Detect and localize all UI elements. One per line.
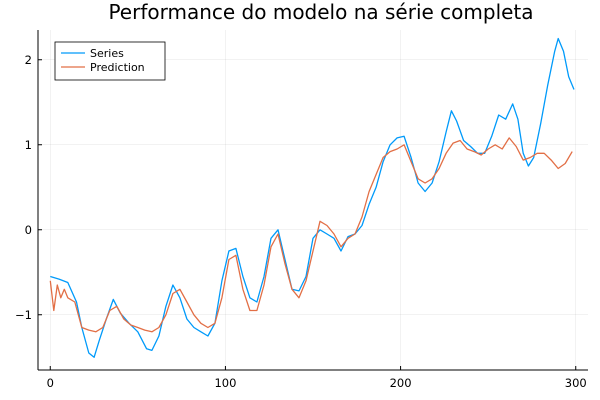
y-tick-label: 1 — [25, 138, 32, 152]
y-tick-label: 2 — [25, 53, 32, 67]
x-tick-label: 0 — [47, 376, 54, 390]
x-ticks: 0 100 200 300 — [47, 366, 587, 390]
grid — [38, 30, 588, 370]
series-line-prediction — [49, 137, 573, 333]
y-tick-label: −1 — [15, 308, 32, 322]
x-tick-label: 100 — [214, 376, 236, 390]
y-tick-label: 0 — [25, 223, 32, 237]
legend-label: Prediction — [90, 61, 145, 74]
series-group — [49, 37, 575, 358]
chart-title: Performance do modelo na série completa — [108, 0, 533, 24]
x-tick-label: 300 — [565, 376, 587, 390]
series-line-series — [50, 37, 575, 358]
legend-box — [54, 41, 166, 81]
y-ticks: −1 0 1 2 — [15, 53, 42, 322]
legend-label: Series — [90, 47, 124, 60]
x-tick-label: 200 — [390, 376, 412, 390]
